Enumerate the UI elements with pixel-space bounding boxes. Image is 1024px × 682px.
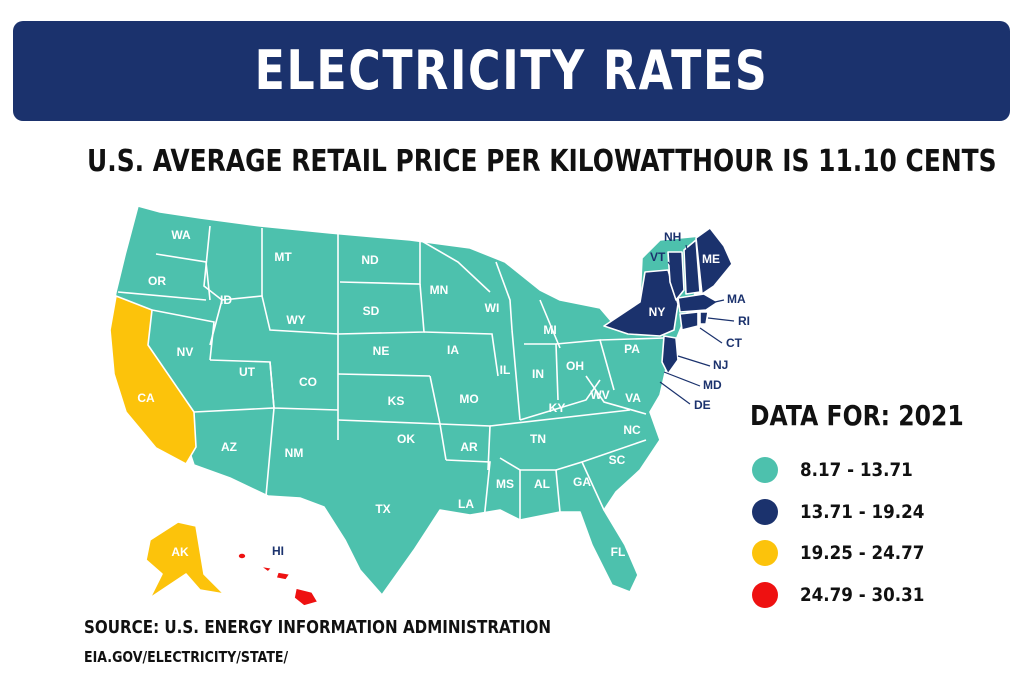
state-label-sc: SC [609, 453, 626, 467]
state-label-nm: NM [285, 446, 304, 460]
state-label-tn: TN [530, 432, 546, 446]
state-label-wi: WI [485, 301, 500, 315]
legend-item: 13.71 - 19.24 [752, 497, 972, 525]
state-label-ma: MA [727, 292, 746, 306]
state-label-il: IL [500, 363, 511, 377]
state-label-ga: GA [573, 475, 591, 489]
state-hi [237, 552, 319, 607]
state-label-ut: UT [239, 365, 256, 379]
state-label-mo: MO [459, 392, 478, 406]
legend-item: 19.25 - 24.77 [752, 538, 972, 566]
source-url: EIA.GOV/ELECTRICITY/STATE/ [84, 648, 289, 666]
state-label-sd: SD [363, 304, 380, 318]
state-label-wv: WV [590, 388, 609, 402]
state-label-hi: HI [272, 544, 284, 558]
state-ma [677, 293, 719, 313]
state-label-ky: KY [549, 401, 566, 415]
state-label-wa: WA [171, 228, 191, 242]
source-credit: SOURCE: U.S. ENERGY INFORMATION ADMINIST… [84, 617, 551, 638]
state-borders [117, 225, 665, 521]
legend-item: 24.79 - 30.31 [752, 580, 972, 608]
legend-label: 19.25 - 24.77 [800, 542, 925, 564]
state-ak [145, 521, 225, 599]
legend-swatch [752, 457, 778, 483]
state-label-ar: AR [460, 440, 478, 454]
state-label-pa: PA [624, 342, 640, 356]
state-label-ak: AK [171, 545, 189, 559]
state-label-ct: CT [726, 336, 743, 350]
state-label-ok: OK [397, 432, 415, 446]
state-label-al: AL [534, 477, 550, 491]
state-label-id: ID [220, 293, 232, 307]
state-label-in: IN [532, 367, 544, 381]
state-label-ri: RI [738, 314, 750, 328]
legend-swatch [752, 499, 778, 525]
state-label-ia: IA [447, 343, 459, 357]
state-label-nd: ND [361, 253, 379, 267]
state-label-ny: NY [649, 305, 666, 319]
state-label-nh: NH [664, 230, 681, 244]
state-ri [699, 311, 709, 325]
state-label-or: OR [148, 274, 166, 288]
state-label-ne: NE [373, 344, 390, 358]
state-vt [667, 251, 685, 301]
state-label-oh: OH [566, 359, 584, 373]
state-nj [661, 335, 679, 375]
state-label-me: ME [702, 252, 720, 266]
legend-swatch [752, 540, 778, 566]
state-label-nj: NJ [713, 358, 728, 372]
legend-label: 24.79 - 30.31 [800, 584, 925, 606]
state-label-mi: MI [543, 323, 556, 337]
state-label-tx: TX [375, 502, 390, 516]
us-map-base [109, 205, 709, 596]
state-label-az: AZ [221, 440, 237, 454]
state-label-vt: VT [650, 250, 666, 264]
state-label-la: LA [458, 497, 474, 511]
state-label-co: CO [299, 375, 317, 389]
state-label-mn: MN [430, 283, 449, 297]
state-label-wy: WY [286, 313, 305, 327]
page-title: ELECTRICITY RATES [254, 39, 769, 102]
state-ct [679, 311, 699, 331]
legend-label: 13.71 - 19.24 [800, 501, 925, 523]
legend-title: DATA FOR: 2021 [750, 399, 964, 432]
state-label-mt: MT [274, 250, 292, 264]
state-ca [109, 295, 197, 465]
state-label-fl: FL [611, 545, 626, 559]
state-ny [603, 269, 679, 337]
state-label-md: MD [703, 378, 722, 392]
state-label-ms: MS [496, 477, 514, 491]
state-label-nv: NV [177, 345, 194, 359]
state-label-ks: KS [388, 394, 405, 408]
state-label-nc: NC [623, 423, 641, 437]
page-subtitle: U.S. AVERAGE RETAIL PRICE PER KILOWATTHO… [87, 144, 997, 179]
callout-leaders [659, 244, 735, 405]
legend-item: 8.17 - 13.71 [752, 455, 972, 483]
state-label-ca: CA [137, 391, 155, 405]
legend-label: 8.17 - 13.71 [800, 459, 913, 481]
state-label-de: DE [694, 398, 711, 412]
title-banner: ELECTRICITY RATES [13, 21, 1010, 121]
state-label-va: VA [625, 391, 641, 405]
legend-swatch [752, 582, 778, 608]
